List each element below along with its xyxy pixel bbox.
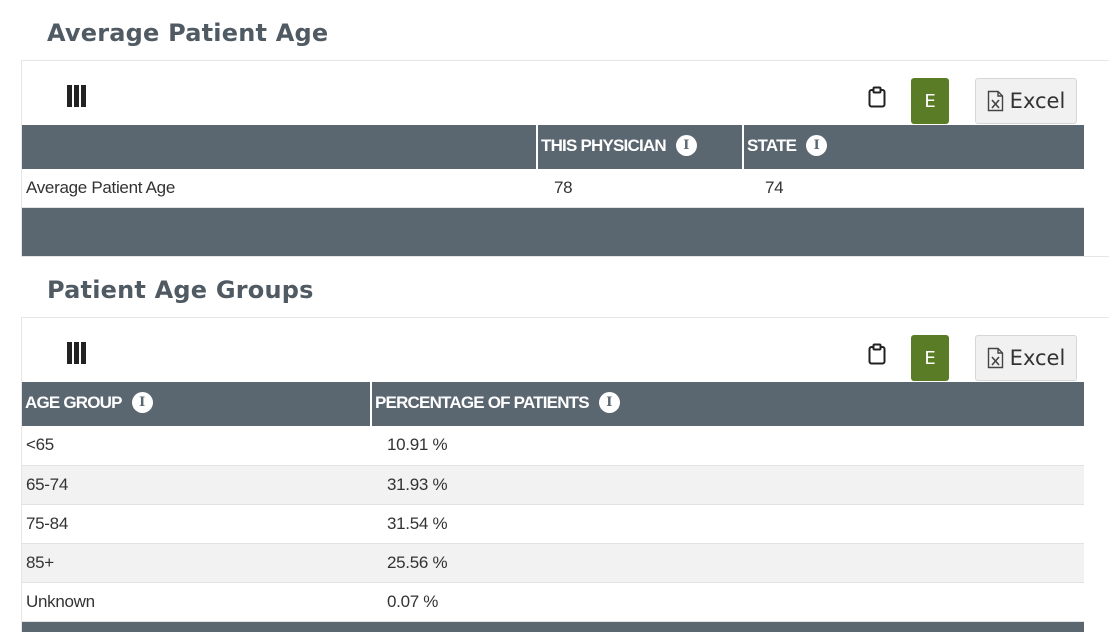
percentage-cell: 31.54 % — [371, 504, 1084, 544]
table-row: 85+ 25.56 % — [22, 543, 1084, 583]
e-button[interactable]: E — [911, 78, 949, 124]
table-row: Unknown 0.07 % — [22, 582, 1084, 622]
table-footer — [22, 207, 1084, 256]
clipboard-icon[interactable] — [868, 86, 886, 108]
table-row: Average Patient Age 78 74 — [22, 169, 1084, 208]
column-header-label: STATE — [747, 136, 797, 156]
section-title-average-age: Average Patient Age — [47, 19, 329, 47]
age-group-cell: 85+ — [22, 543, 371, 583]
column-toggle-icon[interactable] — [67, 342, 86, 364]
table-toolbar: E Excel — [22, 61, 1109, 125]
column-header-age-group[interactable]: AGE GROUP i — [22, 382, 371, 426]
excel-file-icon — [987, 347, 1003, 369]
info-icon[interactable]: i — [806, 134, 828, 156]
column-header-this-physician[interactable]: THIS PHYSICIAN i — [536, 125, 743, 169]
percentage-cell: 31.93 % — [371, 465, 1084, 505]
percentage-cell: 25.56 % — [371, 543, 1084, 583]
excel-export-button[interactable]: Excel — [975, 78, 1077, 124]
table-row: 75-84 31.54 % — [22, 504, 1084, 544]
table-toolbar: E Excel — [22, 318, 1109, 382]
section-title-age-groups: Patient Age Groups — [47, 276, 314, 304]
column-toggle-icon[interactable] — [67, 85, 86, 107]
average-age-panel: E Excel THIS PHYSICIAN i STATE i Average P… — [21, 60, 1109, 257]
state-value: 74 — [743, 169, 1084, 208]
column-header-label: AGE GROUP — [25, 393, 123, 413]
column-header-label: PERCENTAGE OF PATIENTS — [375, 393, 590, 413]
percentage-cell: 10.91 % — [371, 426, 1084, 466]
age-groups-panel: E Excel AGE GROUP i PERCENTAGE OF PATIENT… — [21, 317, 1109, 632]
table-footer — [22, 621, 1084, 632]
table-row: 65-74 31.93 % — [22, 465, 1084, 505]
percentage-cell: 0.07 % — [371, 582, 1084, 622]
excel-export-button[interactable]: Excel — [975, 335, 1077, 381]
info-icon[interactable]: i — [131, 391, 153, 413]
excel-file-icon — [987, 90, 1003, 112]
age-group-cell: <65 — [22, 426, 371, 466]
excel-button-label: Excel — [1009, 89, 1066, 113]
this-physician-value: 78 — [537, 169, 743, 208]
column-header-percentage[interactable]: PERCENTAGE OF PATIENTS i — [370, 382, 1084, 426]
table-row: <65 10.91 % — [22, 426, 1084, 466]
column-header-state[interactable]: STATE i — [742, 125, 1084, 169]
age-group-cell: 65-74 — [22, 465, 371, 505]
column-header-blank — [22, 125, 537, 169]
row-label: Average Patient Age — [22, 169, 537, 208]
e-button[interactable]: E — [911, 335, 949, 381]
excel-button-label: Excel — [1009, 346, 1066, 370]
info-icon[interactable]: i — [598, 391, 620, 413]
average-age-table: THIS PHYSICIAN i STATE i Average Patient A… — [22, 125, 1084, 208]
age-group-cell: Unknown — [22, 582, 371, 622]
clipboard-icon[interactable] — [868, 343, 886, 365]
column-header-label: THIS PHYSICIAN — [541, 136, 667, 156]
age-group-cell: 75-84 — [22, 504, 371, 544]
info-icon[interactable]: i — [675, 134, 697, 156]
age-groups-table: AGE GROUP i PERCENTAGE OF PATIENTS i <65 1… — [22, 382, 1084, 622]
